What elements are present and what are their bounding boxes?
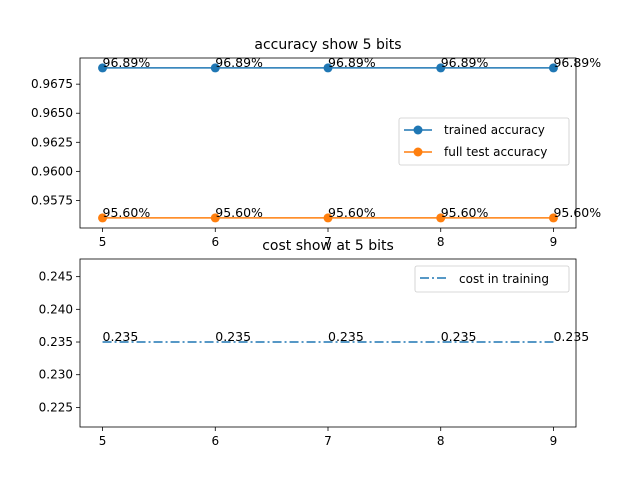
x-tick-label: 8 <box>437 434 445 448</box>
y-tick-label: 0.9600 <box>31 164 73 178</box>
data-label: 95.60% <box>103 205 151 220</box>
data-point-full-test-accuracy <box>323 213 333 223</box>
data-label: 95.60% <box>328 205 376 220</box>
x-axis: 5 6 7 8 9 <box>99 427 558 448</box>
data-label: 96.89% <box>103 55 151 70</box>
legend: cost in training <box>414 265 570 293</box>
y-tick-label: 0.235 <box>39 335 73 349</box>
data-label: 96.89% <box>328 55 376 70</box>
data-label: 95.60% <box>553 205 601 220</box>
legend-frame <box>398 117 570 166</box>
data-point-full-test-accuracy <box>436 213 446 223</box>
legend-frame <box>414 265 570 293</box>
legend: trained accuracy full test accuracy <box>398 117 570 166</box>
chart-title: cost show at 5 bits <box>262 238 394 254</box>
data-point-trained-accuracy <box>323 63 333 73</box>
legend-marker-trained-accuracy <box>413 125 423 135</box>
y-axis: 0.225 0.230 0.235 0.240 0.245 <box>39 270 80 414</box>
data-point-trained-accuracy <box>98 63 108 73</box>
data-label: 95.60% <box>441 205 489 220</box>
data-labels: 96.89% 96.89% 96.89% 96.89% 96.89% 95.60% 95.6… <box>103 55 602 220</box>
data-label: 96.89% <box>553 55 601 70</box>
y-tick-label: 0.9650 <box>31 106 73 120</box>
data-label: 95.60% <box>215 205 263 220</box>
x-tick-label: 5 <box>99 434 107 448</box>
y-tick-label: 0.9575 <box>31 193 73 207</box>
legend-marker-full-test-accuracy <box>413 147 423 157</box>
y-tick-label: 0.225 <box>39 400 73 414</box>
data-label: 0.235 <box>103 329 139 344</box>
data-point-full-test-accuracy <box>210 213 220 223</box>
x-tick-label: 9 <box>550 235 558 249</box>
data-label: 96.89% <box>441 55 489 70</box>
data-label: 0.235 <box>328 329 364 344</box>
data-point-full-test-accuracy <box>98 213 108 223</box>
x-tick-label: 5 <box>99 235 107 249</box>
y-tick-label: 0.245 <box>39 270 73 284</box>
cost-chart: cost show at 5 bits 5 6 7 8 9 0.225 0.230 0.23… <box>39 238 590 448</box>
legend-label-cost-in-training: cost in training <box>459 272 549 286</box>
chart-title: accuracy show 5 bits <box>254 37 401 53</box>
x-tick-label: 9 <box>550 434 558 448</box>
y-tick-label: 0.9625 <box>31 135 73 149</box>
x-tick-label: 7 <box>324 235 332 249</box>
data-point-trained-accuracy <box>436 63 446 73</box>
x-tick-label: 7 <box>324 434 332 448</box>
y-axis: 0.9575 0.9600 0.9625 0.9650 0.9675 <box>31 77 80 207</box>
data-label: 96.89% <box>215 55 263 70</box>
y-tick-label: 0.230 <box>39 368 73 382</box>
x-tick-label: 8 <box>437 235 445 249</box>
data-labels: 0.235 0.235 0.235 0.235 0.235 <box>103 329 590 344</box>
x-tick-label: 6 <box>211 235 219 249</box>
data-point-trained-accuracy <box>548 63 558 73</box>
legend-label-full-test-accuracy: full test accuracy <box>444 145 547 159</box>
data-label: 0.235 <box>441 329 477 344</box>
data-label: 0.235 <box>215 329 251 344</box>
y-tick-label: 0.240 <box>39 302 73 316</box>
data-point-trained-accuracy <box>210 63 220 73</box>
legend-label-trained-accuracy: trained accuracy <box>444 123 545 137</box>
x-tick-label: 6 <box>211 434 219 448</box>
data-point-full-test-accuracy <box>548 213 558 223</box>
x-axis: 5 6 7 8 9 <box>99 228 558 249</box>
y-tick-label: 0.9675 <box>31 77 73 91</box>
series-lines <box>98 63 558 223</box>
data-label: 0.235 <box>553 329 589 344</box>
